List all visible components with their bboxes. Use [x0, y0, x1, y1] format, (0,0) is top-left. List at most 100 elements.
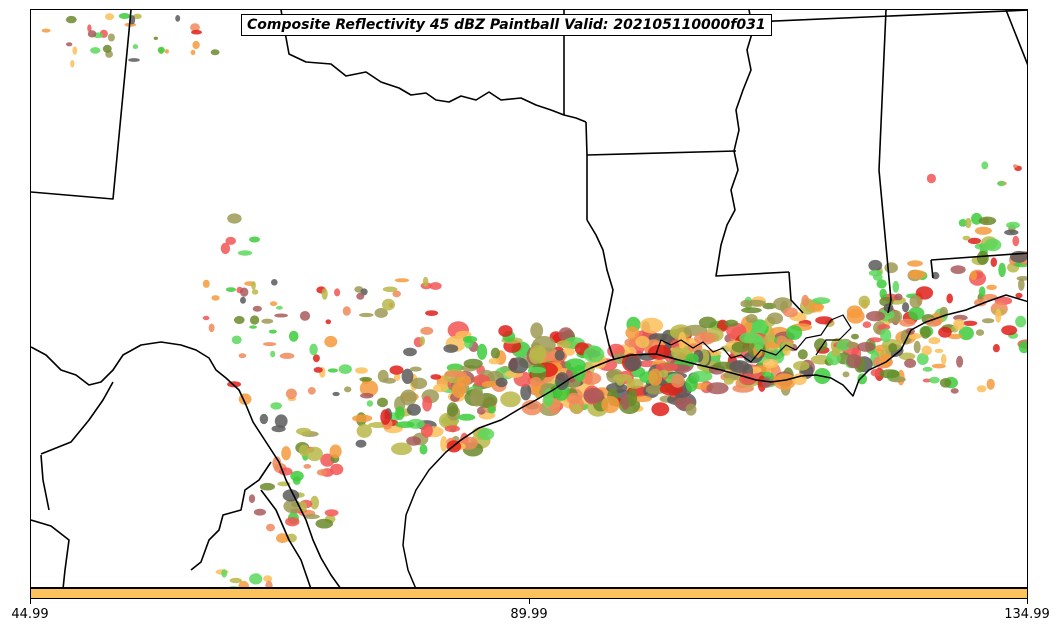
echo-blob [259, 482, 275, 491]
echo-blob [220, 242, 231, 255]
echo-blob [974, 226, 992, 235]
echo-blob [583, 346, 605, 363]
al-fl-border2 [930, 259, 934, 279]
echo-blob [72, 46, 78, 55]
echo-blob [995, 308, 1002, 323]
echo-blob [281, 446, 291, 461]
echo-blob [307, 387, 316, 395]
echo-blob [324, 509, 339, 517]
echo-blob [529, 348, 545, 365]
echo-blob [508, 357, 529, 374]
echo-blob [888, 343, 898, 353]
echo-blob [105, 13, 114, 21]
echo-blob [344, 386, 352, 393]
echo-blob [175, 15, 181, 22]
nm-tx-border [31, 10, 132, 200]
echo-blob [296, 427, 312, 436]
echo-blob [621, 393, 630, 410]
echo-blob [926, 173, 937, 184]
echo-blob [685, 353, 699, 365]
echo-blob [698, 316, 717, 329]
echo-blob [729, 360, 750, 373]
echo-blob [786, 325, 803, 340]
echo-blob [429, 282, 442, 290]
echo-blob [969, 270, 978, 281]
echo-blob [202, 315, 210, 321]
echo-blob [694, 331, 716, 345]
echo-blob [934, 348, 944, 353]
echo-blob [627, 388, 638, 407]
echo-blob [406, 436, 421, 446]
echo-blob [490, 347, 500, 359]
echo-blob [976, 250, 989, 265]
echo-blob [65, 15, 77, 24]
echo-blob [132, 44, 139, 50]
echo-blob [87, 30, 97, 38]
echo-blob [356, 292, 365, 300]
echo-blob [1018, 340, 1027, 354]
echo-blob [192, 40, 200, 50]
echo-blob [793, 361, 810, 371]
echo-blob [238, 580, 249, 587]
echo-blob [888, 318, 895, 324]
echo-blob [925, 317, 941, 327]
echo-blob [976, 385, 987, 393]
echo-blob [624, 356, 642, 371]
colorbar-tick-label: 134.99 [1004, 607, 1050, 622]
echo-blob [315, 518, 334, 529]
echo-blob [899, 318, 916, 327]
echo-blob [451, 382, 466, 398]
echo-blob [713, 361, 734, 370]
echo-blob [211, 295, 220, 301]
echo-blob [409, 366, 422, 372]
echo-blob [269, 301, 278, 307]
echo-blob [392, 290, 402, 298]
echo-blob [433, 383, 449, 393]
echo-blob [965, 217, 972, 229]
echo-blob [476, 343, 488, 360]
echo-blob [583, 388, 604, 404]
echo-blob [904, 358, 917, 368]
echo-blob [858, 295, 871, 308]
echo-blob [394, 373, 401, 381]
echo-blob [941, 353, 947, 365]
mx-border-1 [31, 519, 70, 587]
echo-blob [249, 236, 260, 243]
echo-blob [276, 533, 289, 544]
echo-blob [974, 243, 987, 250]
echo-blob [950, 265, 966, 274]
echo-blob [880, 353, 892, 368]
echo-blob [411, 377, 428, 389]
echo-blob [997, 180, 1005, 187]
echo-blob [908, 306, 925, 320]
echo-blob [913, 340, 921, 354]
echo-blob [253, 508, 266, 516]
echo-blob [382, 286, 398, 293]
echo-blob [762, 358, 779, 369]
echo-blob [530, 322, 544, 339]
echo-blob [962, 235, 971, 241]
echo-blob [626, 378, 644, 389]
echo-blob [635, 335, 650, 349]
echo-blob [394, 406, 405, 421]
echo-blob [41, 28, 51, 33]
echo-blob [529, 376, 542, 387]
echo-blob [670, 374, 685, 388]
echo-blob [815, 316, 834, 325]
colorbar-tick-mark [1027, 599, 1028, 604]
echo-blob [332, 391, 340, 397]
echo-blob [382, 298, 395, 311]
map-title: Composite Reflectivity 45 dBZ Paintball … [241, 14, 772, 36]
echo-blob [66, 42, 73, 47]
echo-blob [931, 363, 946, 369]
echo-blob [928, 337, 941, 345]
echo-blob [274, 414, 288, 428]
echo-blob [648, 368, 663, 387]
echo-blob [164, 49, 169, 54]
echo-blob [157, 46, 165, 54]
echo-blob [842, 371, 850, 378]
echo-blob [329, 444, 342, 459]
echo-blob [447, 402, 459, 417]
echo-blob [851, 333, 859, 340]
echo-blob [259, 413, 269, 425]
